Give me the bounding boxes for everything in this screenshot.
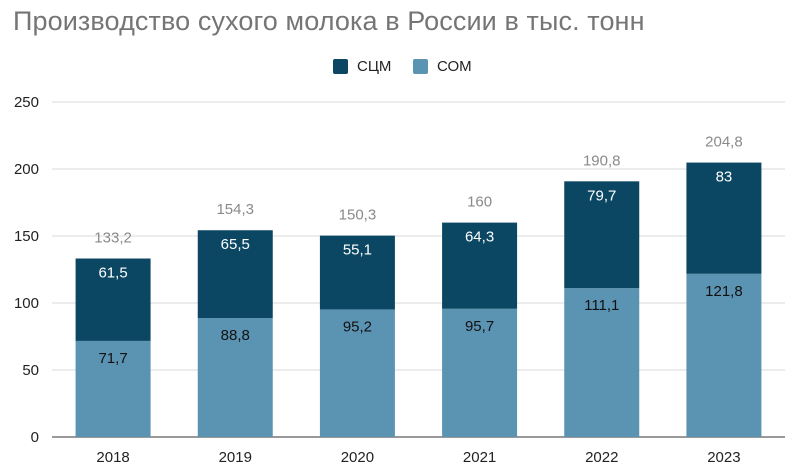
data-label-scm-2022: 79,7: [587, 187, 616, 204]
data-label-som-2020: 95,2: [343, 318, 372, 335]
total-label-2022: 190,8: [583, 152, 621, 169]
y-tick-label-150: 150: [14, 228, 39, 245]
y-tick-label-0: 0: [31, 429, 39, 446]
data-label-scm-2023: 83: [716, 169, 733, 186]
y-tick-label-50: 50: [22, 362, 39, 379]
legend-label-scm: СЦМ: [357, 57, 392, 75]
chart-title: Производство сухого молока в России в ты…: [13, 6, 645, 36]
x-tick-label-2020: 2020: [341, 449, 374, 466]
y-tick-label-100: 100: [14, 295, 39, 312]
x-tick-label-2021: 2021: [463, 449, 496, 466]
x-tick-label-2019: 2019: [219, 449, 252, 466]
y-tick-label-250: 250: [14, 94, 39, 111]
total-label-2018: 133,2: [94, 230, 132, 247]
bar-som-2023: [686, 273, 762, 437]
data-label-som-2021: 95,7: [465, 318, 494, 335]
total-label-2021: 160: [467, 194, 492, 211]
bar-scm-2018: [75, 258, 151, 341]
data-label-scm-2019: 65,5: [221, 236, 250, 253]
legend-swatch-som: [413, 58, 428, 74]
legend-swatch-scm: [333, 58, 348, 74]
data-label-scm-2021: 64,3: [465, 229, 494, 246]
data-label-som-2019: 88,8: [221, 327, 250, 344]
total-label-2020: 150,3: [339, 207, 377, 224]
bar-som-2022: [564, 288, 640, 437]
bar-som-2018: [75, 340, 151, 437]
bar-som-2021: [442, 308, 518, 437]
legend-item-som: СОМ: [413, 54, 472, 78]
data-label-som-2023: 121,8: [705, 283, 743, 300]
bar-som-2019: [197, 318, 273, 437]
legend-item-scm: СЦМ: [333, 54, 391, 78]
data-label-som-2022: 111,1: [584, 297, 619, 314]
legend: СЦМ СОМ: [0, 54, 799, 78]
data-label-som-2018: 71,7: [98, 350, 127, 367]
bar-scm-2020: [319, 235, 395, 310]
legend-label-som: СОМ: [437, 57, 472, 75]
total-label-2019: 154,3: [216, 201, 254, 218]
bar-scm-2022: [564, 181, 640, 289]
total-label-2023: 204,8: [705, 134, 743, 151]
x-tick-label-2018: 2018: [96, 449, 129, 466]
x-tick-label-2022: 2022: [585, 449, 618, 466]
data-label-scm-2018: 61,5: [98, 265, 127, 282]
y-tick-label-200: 200: [14, 161, 39, 178]
bar-scm-2023: [686, 162, 762, 274]
bar-scm-2019: [197, 230, 273, 319]
data-label-scm-2020: 55,1: [343, 242, 372, 259]
bar-som-2020: [319, 309, 395, 437]
x-tick-label-2023: 2023: [707, 449, 740, 466]
bar-scm-2021: [442, 222, 518, 309]
